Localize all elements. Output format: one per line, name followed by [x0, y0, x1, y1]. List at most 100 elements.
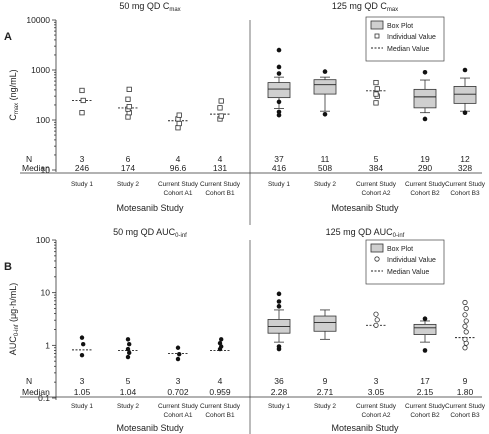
- outlier-point: [422, 316, 428, 322]
- individual-value: [177, 351, 182, 357]
- legend-point-swatch: [374, 256, 380, 262]
- box: [313, 315, 337, 332]
- individual-value: [126, 104, 132, 110]
- individual-value: [217, 340, 223, 346]
- individual-value: [125, 114, 131, 120]
- median-value: 384: [369, 163, 383, 173]
- x-tick-label: Study 1: [71, 181, 93, 188]
- legend-box-swatch: [370, 20, 384, 30]
- individual-value: [175, 345, 181, 350]
- median-value: 508: [318, 163, 332, 173]
- outlier-point: [276, 299, 282, 304]
- group-8: 91.80 Current Study Cohort B3: [445, 299, 486, 419]
- outlier-point: [422, 116, 428, 122]
- outlier-point: [276, 304, 282, 309]
- x-axis-label-right: Motesanib Study: [331, 423, 399, 433]
- y-tick-label: 1000: [31, 65, 50, 75]
- y-tick-label: 100: [36, 235, 50, 245]
- outlier-point: [462, 67, 468, 73]
- y-tick-label: 10: [41, 288, 51, 298]
- x-tick-label: Current Study: [356, 403, 397, 410]
- individual-value: [217, 105, 223, 111]
- x-tick-label: Study 1: [71, 403, 93, 410]
- individual-value: [79, 110, 85, 116]
- row-label-median: Median: [22, 387, 50, 397]
- x-tick-label: Current Study: [405, 403, 446, 410]
- n-value: 5: [374, 154, 379, 164]
- n-value: 4: [218, 154, 223, 164]
- individual-value: [125, 354, 131, 360]
- median-value: 2.71: [317, 387, 334, 397]
- left-dose-title: 50 mg QD Cmax: [119, 1, 180, 13]
- x-tick-label-2: Cohort B1: [205, 190, 235, 197]
- individual-value: [462, 312, 468, 318]
- group-2: 30.702 Current Study Cohort A1: [158, 345, 199, 419]
- x-tick-label: Current Study: [445, 403, 486, 410]
- x-tick-label: Study 1: [268, 403, 290, 410]
- individual-value: [175, 356, 181, 362]
- median-value: 3.05: [368, 387, 385, 397]
- outlier-point: [422, 69, 428, 75]
- legend-item-median: Median Value: [387, 46, 429, 53]
- individual-value: [79, 352, 85, 358]
- legend: Box Plot Individual Value Median Value: [365, 16, 445, 62]
- individual-value: [218, 113, 224, 119]
- legend-item-individual: Individual Value: [387, 34, 436, 41]
- individual-value: [463, 305, 469, 312]
- legend-item-box: Box Plot: [387, 246, 413, 253]
- individual-value: [462, 345, 468, 351]
- legend: Box Plot Individual Value Median Value: [365, 239, 445, 285]
- legend-item-individual: Individual Value: [387, 257, 436, 264]
- x-tick-label: Current Study: [405, 181, 446, 188]
- x-tick-label-2: Cohort A2: [362, 412, 391, 419]
- n-value: 9: [463, 376, 468, 386]
- individual-value: [463, 318, 469, 324]
- individual-value: [219, 337, 224, 342]
- x-tick-label-2: Cohort A1: [164, 190, 193, 197]
- individual-value: [218, 98, 224, 104]
- individual-value: [125, 346, 131, 352]
- x-tick-label-2: Cohort A2: [362, 190, 391, 197]
- row-label-n: N: [26, 154, 32, 164]
- median-value: 96.6: [170, 163, 187, 173]
- n-value: 12: [460, 154, 470, 164]
- median-value: 0.959: [209, 387, 231, 397]
- individual-value: [374, 317, 380, 323]
- group-0: 31.05 Study 1: [71, 335, 93, 410]
- panel-a-cmax: A 10 100 1000 10000 Cmax (ng/mL) 50 mg QD Cmax…: [4, 1, 486, 225]
- x-tick-label: Study 2: [314, 403, 336, 410]
- x-tick-label: Study 1: [268, 181, 290, 188]
- y-tick-label: 10000: [26, 15, 50, 25]
- y-axis-label: Cmax (ng/mL): [8, 69, 20, 120]
- legend-item-median: Median Value: [387, 269, 429, 276]
- individual-value: [373, 311, 379, 317]
- y-tick-label: 1: [45, 340, 50, 350]
- individual-value: [373, 100, 379, 106]
- panel-b-auc: B 0.1 1 10 100 AUC0-inf (μg·h/mL) 50 mg QD AUC…: [4, 227, 486, 434]
- n-value: 3: [374, 376, 379, 386]
- individual-value: [125, 96, 131, 102]
- x-tick-label-2: Cohort B3: [450, 412, 480, 419]
- individual-value: [462, 323, 468, 329]
- individual-value: [373, 91, 379, 97]
- x-tick-label: Study 2: [117, 181, 139, 188]
- x-axis-label-left: Motesanib Study: [116, 203, 184, 213]
- group-5: 92.71 Study 2: [313, 309, 337, 410]
- x-tick-label: Study 2: [117, 403, 139, 410]
- group-4: 362.28 Study 1: [267, 291, 290, 410]
- n-value: 5: [126, 376, 131, 386]
- group-3: 40.959 Current Study Cohort B1: [200, 337, 241, 419]
- x-tick-label-2: Cohort B3: [450, 190, 480, 197]
- individual-value: [127, 350, 132, 356]
- y-tick-label: 0.1: [38, 393, 50, 403]
- individual-value: [80, 97, 86, 104]
- legend-item-box: Box Plot: [387, 23, 413, 30]
- y-tick-label: 100: [36, 115, 50, 125]
- n-value: 11: [321, 154, 330, 164]
- individual-value: [79, 335, 85, 340]
- outlier-point: [422, 348, 428, 353]
